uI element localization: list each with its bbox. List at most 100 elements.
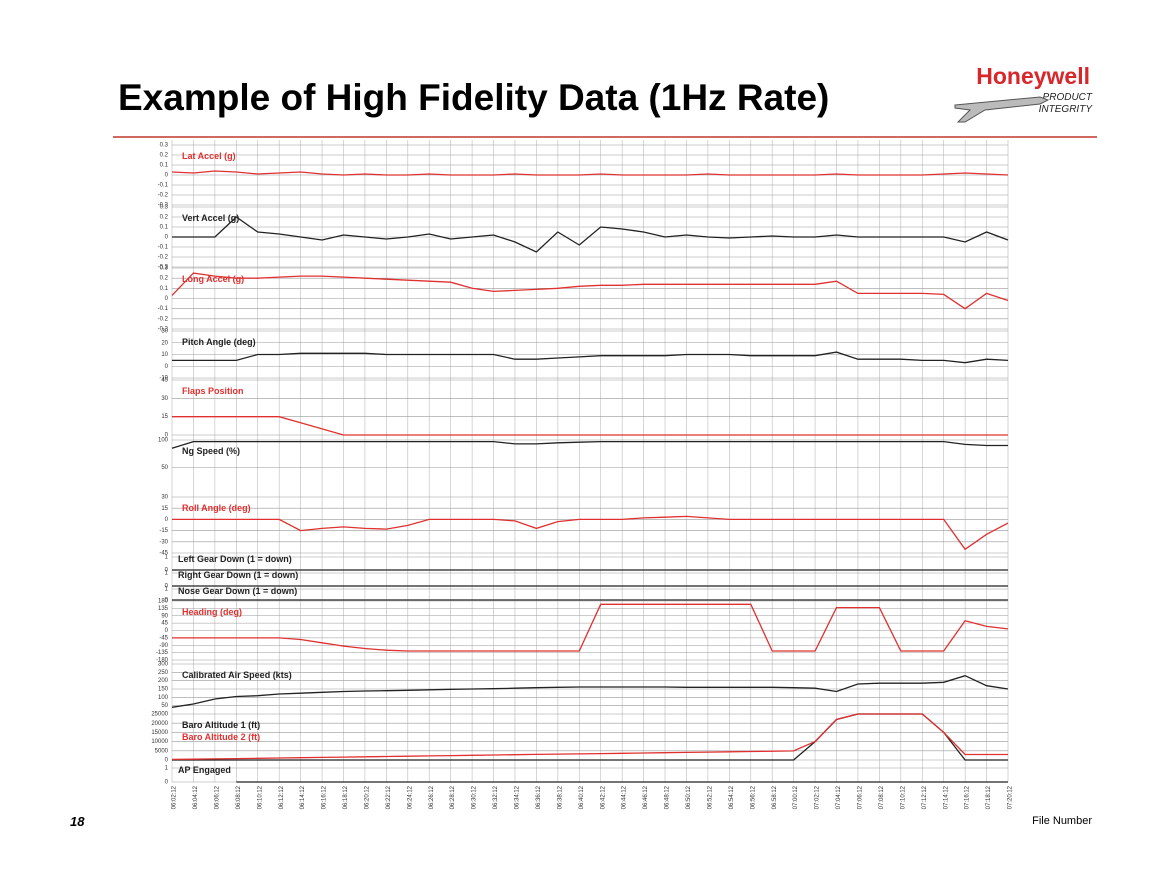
- y-tick-label: -45: [159, 551, 168, 557]
- x-tick-label: 06:50:12: [686, 785, 692, 809]
- logo-line: PRODUCT: [1043, 92, 1093, 103]
- x-tick-label: 06:06:12: [214, 785, 220, 809]
- x-tick-label: 06:14:12: [300, 785, 306, 809]
- y-tick-label: 0: [165, 758, 169, 764]
- y-tick-label: 0: [165, 296, 169, 302]
- x-tick-label: 06:04:12: [193, 785, 199, 809]
- y-tick-label: 30: [161, 396, 168, 402]
- y-tick-label: -0.2: [158, 255, 169, 261]
- logo-line: INTEGRITY: [1039, 104, 1094, 115]
- y-tick-label: 0.3: [160, 266, 169, 272]
- x-tick-label: 06:56:12: [750, 785, 756, 809]
- data-line: [172, 603, 1009, 652]
- legend-label: Pitch Angle (deg): [182, 337, 256, 347]
- y-tick-label: 20000: [151, 721, 168, 727]
- x-tick-label: 06:36:12: [536, 785, 542, 809]
- y-tick-label: 90: [161, 613, 168, 619]
- y-tick-label: 15: [161, 414, 168, 420]
- y-tick-label: 15: [161, 506, 168, 512]
- legend-label: Vert Accel (g): [182, 213, 239, 223]
- x-tick-label: 07:20:12: [1008, 785, 1014, 809]
- y-tick-label: -0.3: [158, 203, 169, 209]
- x-tick-label: 06:22:12: [386, 785, 392, 809]
- y-tick-label: -30: [159, 539, 168, 545]
- y-tick-label: 0: [165, 584, 169, 590]
- legend-label: Left Gear Down (1 = down): [178, 554, 292, 564]
- y-tick-label: 30: [161, 329, 168, 335]
- legend-label: Baro Altitude 2 (ft): [182, 732, 260, 742]
- y-tick-label: 0.1: [160, 225, 169, 231]
- y-tick-label: 0: [165, 628, 169, 634]
- y-tick-label: 20: [161, 340, 168, 346]
- chart: 06:02:12 06:04:12 06:06:12 06:08:12 06:10:12…: [151, 140, 1014, 809]
- x-tick-label: 07:02:12: [815, 785, 821, 809]
- y-tick-label: -15: [159, 528, 168, 534]
- y-tick-label: -135: [156, 650, 169, 656]
- plane-icon: [954, 96, 1050, 123]
- x-tick-label: 06:44:12: [622, 785, 628, 809]
- y-tick-label: 1: [165, 587, 169, 593]
- y-tick-label: -0.2: [158, 193, 169, 199]
- x-tick-label: 07:00:12: [793, 785, 799, 809]
- x-tick-label: 06:54:12: [729, 785, 735, 809]
- data-line: [171, 170, 1009, 176]
- y-tick-label: 45: [161, 621, 168, 627]
- data-line: [172, 515, 1009, 551]
- x-tick-label: 06:40:12: [579, 785, 585, 809]
- legend-label: Nose Gear Down (1 = down): [178, 586, 297, 596]
- y-tick-label: 0.2: [160, 153, 169, 159]
- y-tick-label: 0.3: [160, 143, 169, 149]
- y-tick-label: 50: [161, 703, 168, 709]
- y-tick-label: 45: [161, 378, 168, 384]
- y-tick-label: 0.3: [160, 205, 169, 211]
- legend-label: Calibrated Air Speed (kts): [182, 670, 292, 680]
- x-tick-label: 07:16:12: [965, 785, 971, 809]
- y-tick-label: 0.2: [160, 215, 169, 221]
- x-tick-label: 07:18:12: [986, 785, 992, 809]
- x-tick-label: 06:20:12: [365, 785, 371, 809]
- x-tick-label: 06:52:12: [707, 785, 713, 809]
- x-tick-label: 06:32:12: [493, 785, 499, 809]
- y-tick-label: 25000: [151, 712, 168, 718]
- y-tick-label: 0: [165, 598, 169, 604]
- x-tick-label: 06:18:12: [343, 785, 349, 809]
- y-tick-label: -0.2: [158, 316, 169, 322]
- file-number: File Number: [1032, 815, 1092, 827]
- x-tick-label: 06:28:12: [450, 785, 456, 809]
- x-tick-label: 06:16:12: [322, 785, 328, 809]
- y-tick-label: 1: [165, 571, 169, 577]
- x-tick-label: 06:46:12: [643, 785, 649, 809]
- y-tick-label: 50: [161, 465, 168, 471]
- data-line: [172, 416, 1008, 436]
- legend-label: AP Engaged: [178, 765, 231, 775]
- legend-label: Right Gear Down (1 = down): [178, 570, 298, 580]
- y-tick-label: 150: [158, 687, 169, 693]
- x-tick-label: 06:24:12: [407, 785, 413, 809]
- y-tick-label: 0.1: [160, 286, 169, 292]
- x-tick-label: 06:30:12: [472, 785, 478, 809]
- legend-label: Lat Accel (g): [182, 151, 236, 161]
- data-line: [171, 713, 1008, 761]
- y-tick-label: 0: [165, 173, 169, 179]
- data-line: [172, 216, 1009, 253]
- y-tick-label: 30: [161, 495, 168, 501]
- data-line: [171, 440, 1008, 449]
- legend-label: Heading (deg): [182, 607, 242, 617]
- y-tick-label: 180: [158, 599, 169, 605]
- y-tick-label: 0: [165, 364, 169, 370]
- y-tick-label: 1: [165, 555, 169, 561]
- x-tick-label: 06:08:12: [236, 785, 242, 809]
- y-tick-label: -45: [159, 635, 168, 641]
- x-tick-label: 06:26:12: [429, 785, 435, 809]
- y-tick-label: 0: [165, 235, 169, 241]
- y-tick-label: -180: [156, 658, 169, 664]
- x-tick-label: 07:14:12: [943, 785, 949, 809]
- data-line: [171, 272, 1009, 310]
- legend-label: Baro Altitude 1 (ft): [182, 720, 260, 730]
- legend-label: Flaps Position: [182, 386, 244, 396]
- title: Example of High Fidelity Data (1Hz Rate): [118, 77, 829, 118]
- y-tick-label: 0.2: [160, 276, 169, 282]
- y-tick-label: 0.1: [160, 163, 169, 169]
- y-tick-label: -0.1: [158, 183, 169, 189]
